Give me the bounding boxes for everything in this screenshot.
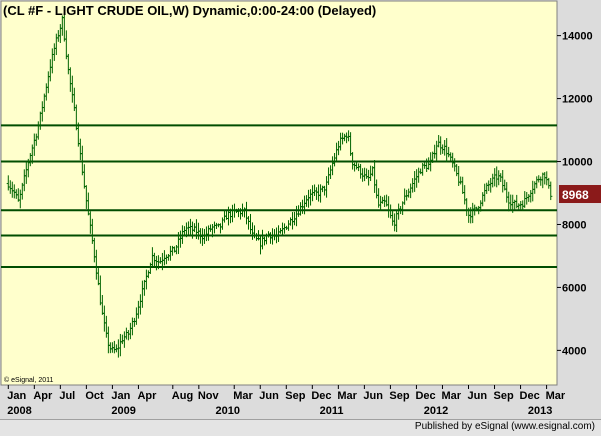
x-month-label-0: Jan <box>7 390 26 402</box>
x-year-label-2: 2010 <box>216 405 240 417</box>
y-tick-label-5: 4000 <box>562 345 586 357</box>
x-month-label-18: Sep <box>494 390 514 402</box>
x-year-label-4: 2012 <box>424 405 448 417</box>
y-tick-label-4: 6000 <box>562 282 586 294</box>
x-month-label-19: Dec <box>520 390 540 402</box>
x-month-label-13: Jun <box>363 390 383 402</box>
ohlc-bar-271 <box>549 181 553 201</box>
chart-title: (CL #F - LIGHT CRUDE OIL,W) Dynamic,0:00… <box>3 3 376 18</box>
x-month-label-2: Jul <box>59 390 75 402</box>
x-month-label-4: Jan <box>111 390 130 402</box>
y-tick-label-0: 14000 <box>562 31 593 43</box>
x-month-label-8: Mar <box>233 390 253 402</box>
x-month-label-1: Apr <box>33 390 53 402</box>
x-year-label-3: 2011 <box>320 405 344 417</box>
x-month-label-16: Mar <box>441 390 461 402</box>
x-month-label-17: Jun <box>467 390 487 402</box>
x-month-label-11: Dec <box>311 390 331 402</box>
last-price-tag: 8968 <box>559 185 601 204</box>
x-year-label-1: 2009 <box>111 405 135 417</box>
x-month-label-5: Apr <box>137 390 157 402</box>
price-chart: 14000 12000 10000 8000 6000 4000 Jan Apr Jul Oct… <box>0 0 601 417</box>
x-year-label-5: 2013 <box>528 405 552 417</box>
footer-bar: Published by eSignal (www.esignal.com) <box>0 419 601 436</box>
copyright-note: © eSignal, 2011 <box>4 376 54 384</box>
x-year-label-0: 2008 <box>7 405 31 417</box>
x-month-label-10: Sep <box>285 390 305 402</box>
y-tick-label-3: 8000 <box>562 219 586 231</box>
x-month-label-9: Jun <box>259 390 279 402</box>
x-month-label-15: Dec <box>415 390 435 402</box>
x-month-label-20: Mar <box>546 390 566 402</box>
x-month-label-6: Aug <box>172 390 193 402</box>
y-tick-label-1: 12000 <box>562 94 593 106</box>
x-month-label-3: Oct <box>85 390 104 402</box>
plot-area[interactable] <box>0 0 558 386</box>
x-month-label-12: Mar <box>337 390 357 402</box>
published-by-text: Published by eSignal (www.esignal.com) <box>414 421 595 432</box>
y-tick-label-2: 10000 <box>562 157 593 169</box>
x-month-label-14: Sep <box>389 390 409 402</box>
x-month-label-7: Nov <box>198 390 220 402</box>
last-price-value: 8968 <box>562 188 589 202</box>
